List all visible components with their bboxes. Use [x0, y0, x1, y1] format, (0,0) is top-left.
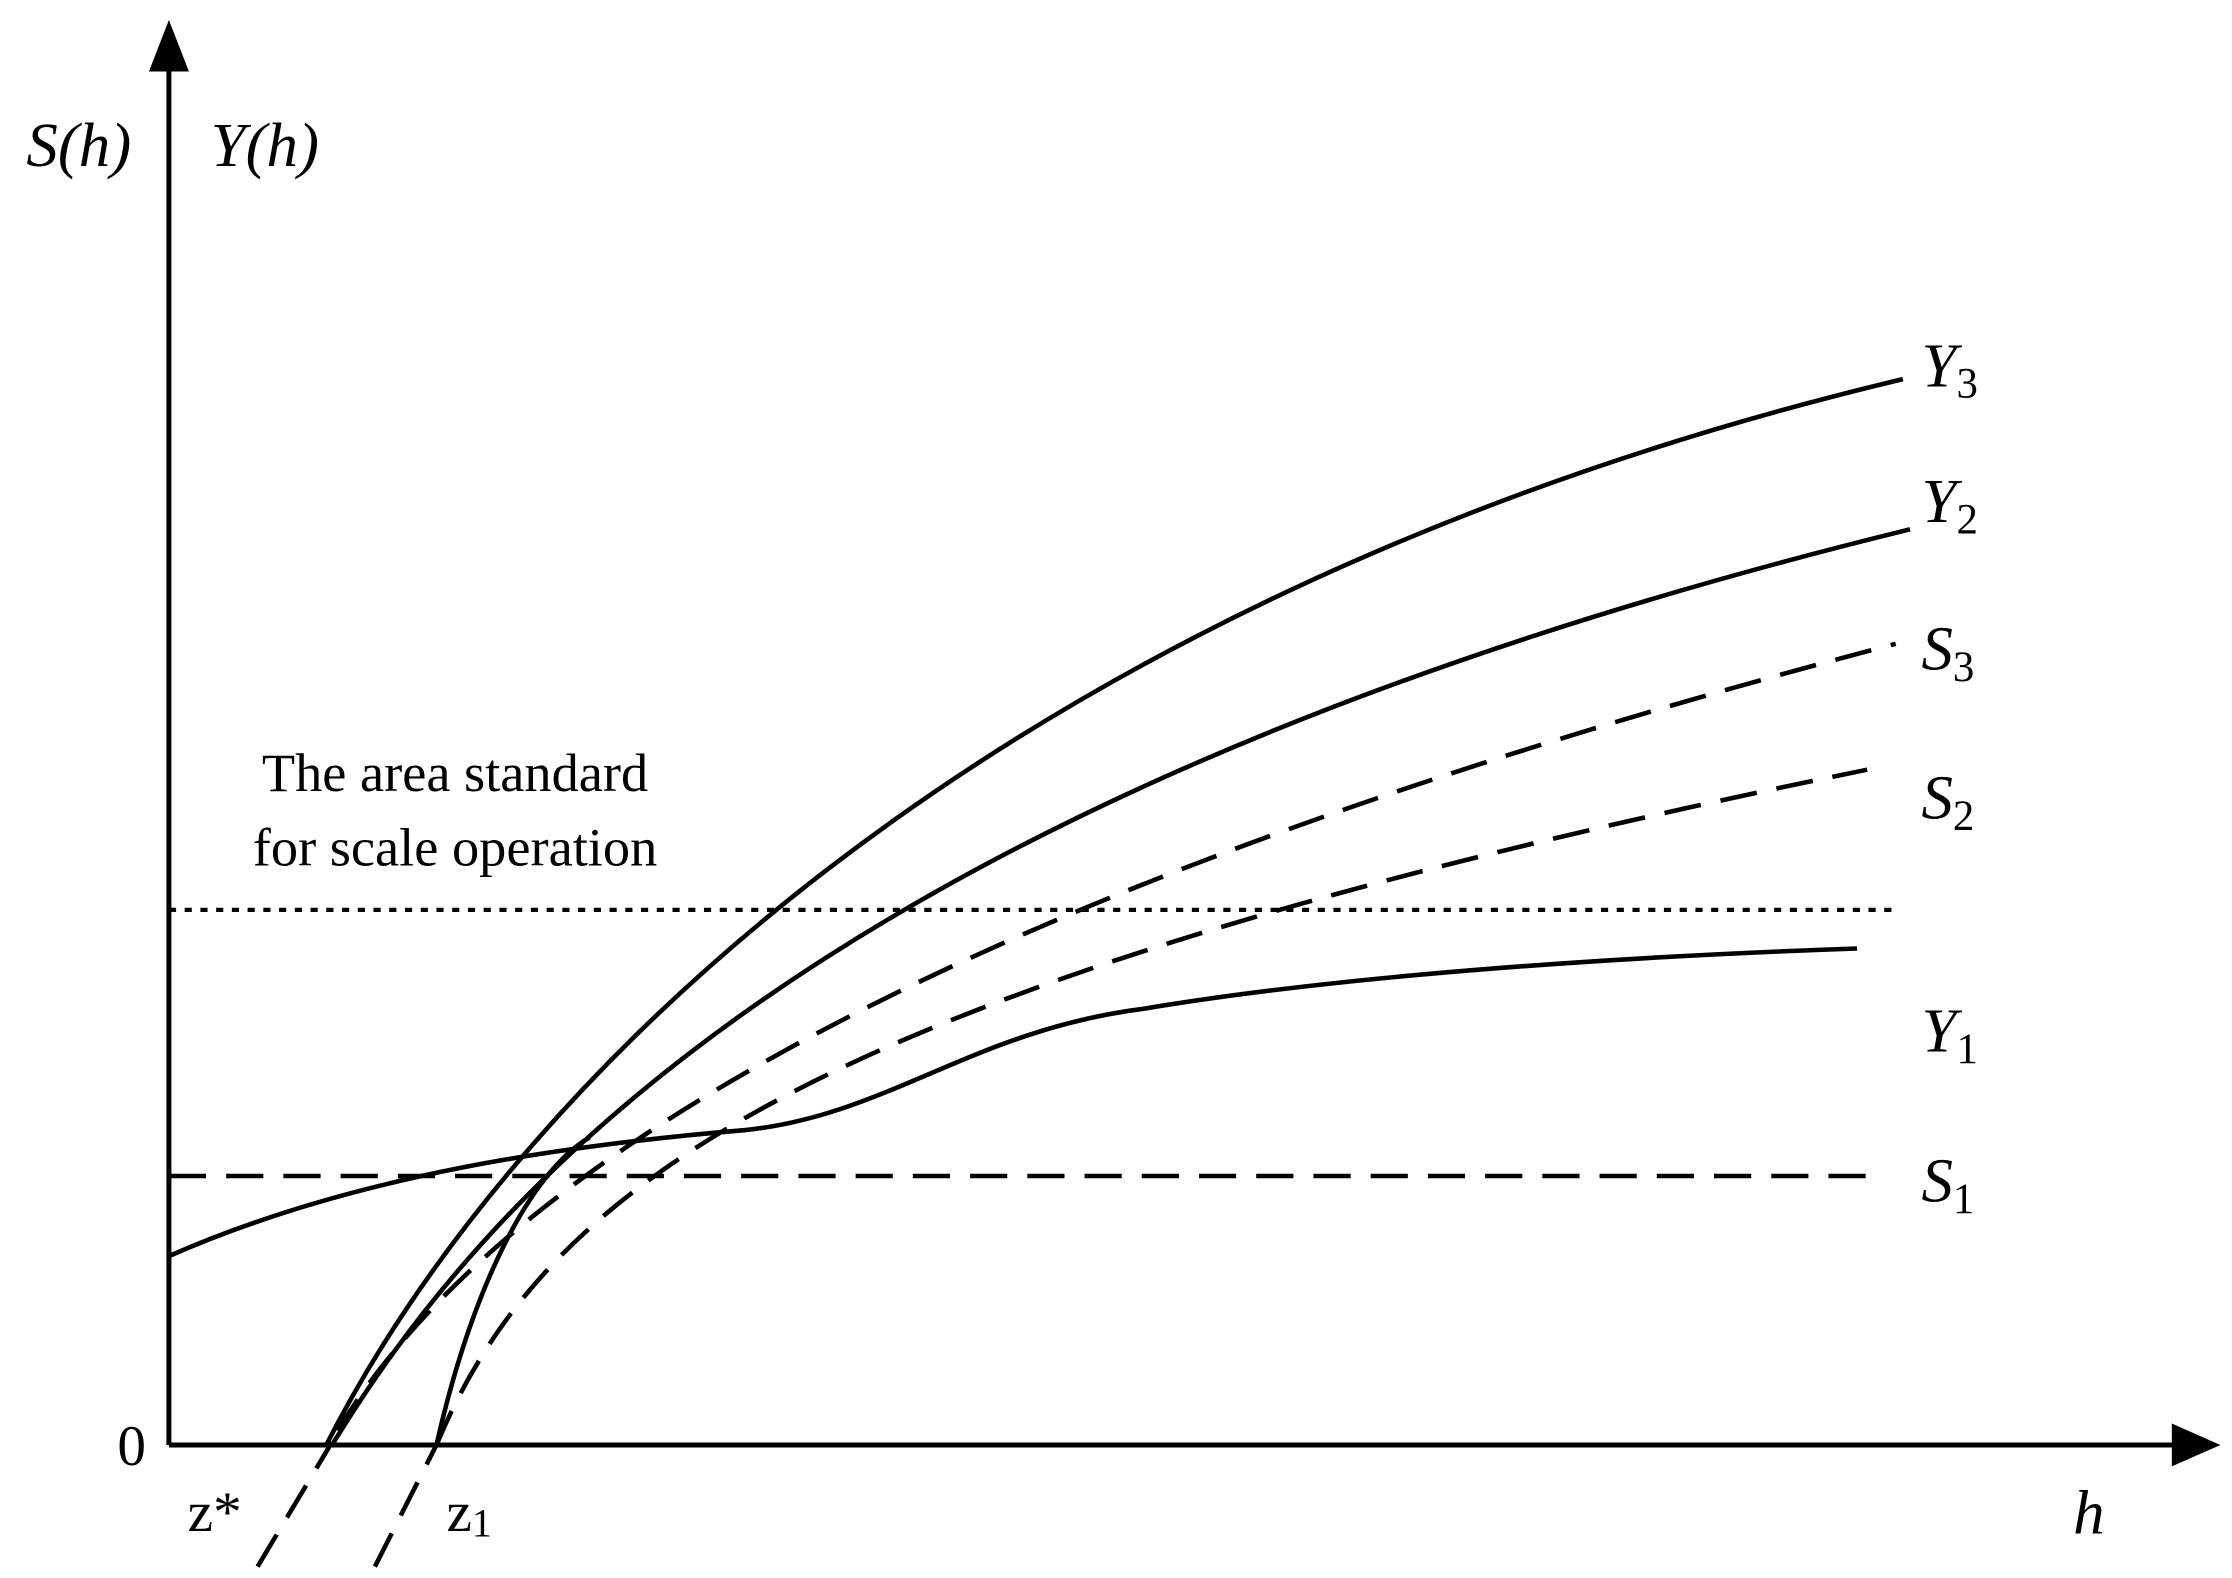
curve-sub: 3 [1956, 361, 1977, 408]
z1-sub: 1 [472, 1501, 492, 1546]
z1-letter: z [446, 1481, 471, 1544]
x-axis-arrow [2171, 1423, 2221, 1467]
curve-sub: 3 [1953, 644, 1974, 691]
curve-s2 [434, 767, 1868, 1446]
annotation: The area standard [262, 743, 648, 803]
curve-sub: 1 [1956, 1026, 1977, 1073]
y-label-left: S(h) [26, 110, 131, 180]
y-label-right: Y(h) [211, 110, 319, 180]
extension-z-star [255, 1440, 334, 1568]
curve-label: Y2 [1921, 466, 1977, 543]
curve-sub: 2 [1953, 793, 1974, 840]
extension-z1 [372, 1443, 439, 1568]
curve-sub: 2 [1956, 497, 1977, 544]
curve-label: S2 [1921, 762, 1974, 839]
curve-label: Y1 [1921, 996, 1977, 1073]
curve-s3 [335, 641, 1897, 1432]
curve-y3 [324, 376, 1904, 1446]
curve-letter: Y [1921, 996, 1962, 1066]
curve-letter: S [1921, 762, 1952, 832]
curve-letter: S [1921, 1146, 1952, 1216]
curve-y1 [167, 946, 1858, 1259]
curve-letter: Y [1921, 466, 1962, 536]
z1-label: z1 [446, 1481, 491, 1546]
origin-label: 0 [117, 1415, 146, 1478]
curve-letter: S [1921, 614, 1952, 684]
curve-label: S1 [1921, 1146, 1974, 1223]
x-label: h [2073, 1478, 2104, 1548]
curve-label: S3 [1921, 614, 1974, 691]
curve-y-z1 [434, 1135, 591, 1446]
y-axis-arrow [148, 20, 189, 72]
z-star-label: z* [188, 1481, 242, 1544]
curve-label: Y3 [1921, 330, 1977, 407]
annotation: for scale operation [253, 818, 657, 878]
curve-y2 [330, 527, 1911, 1447]
curve-letter: Y [1921, 330, 1962, 400]
curve-sub: 1 [1953, 1176, 1974, 1223]
